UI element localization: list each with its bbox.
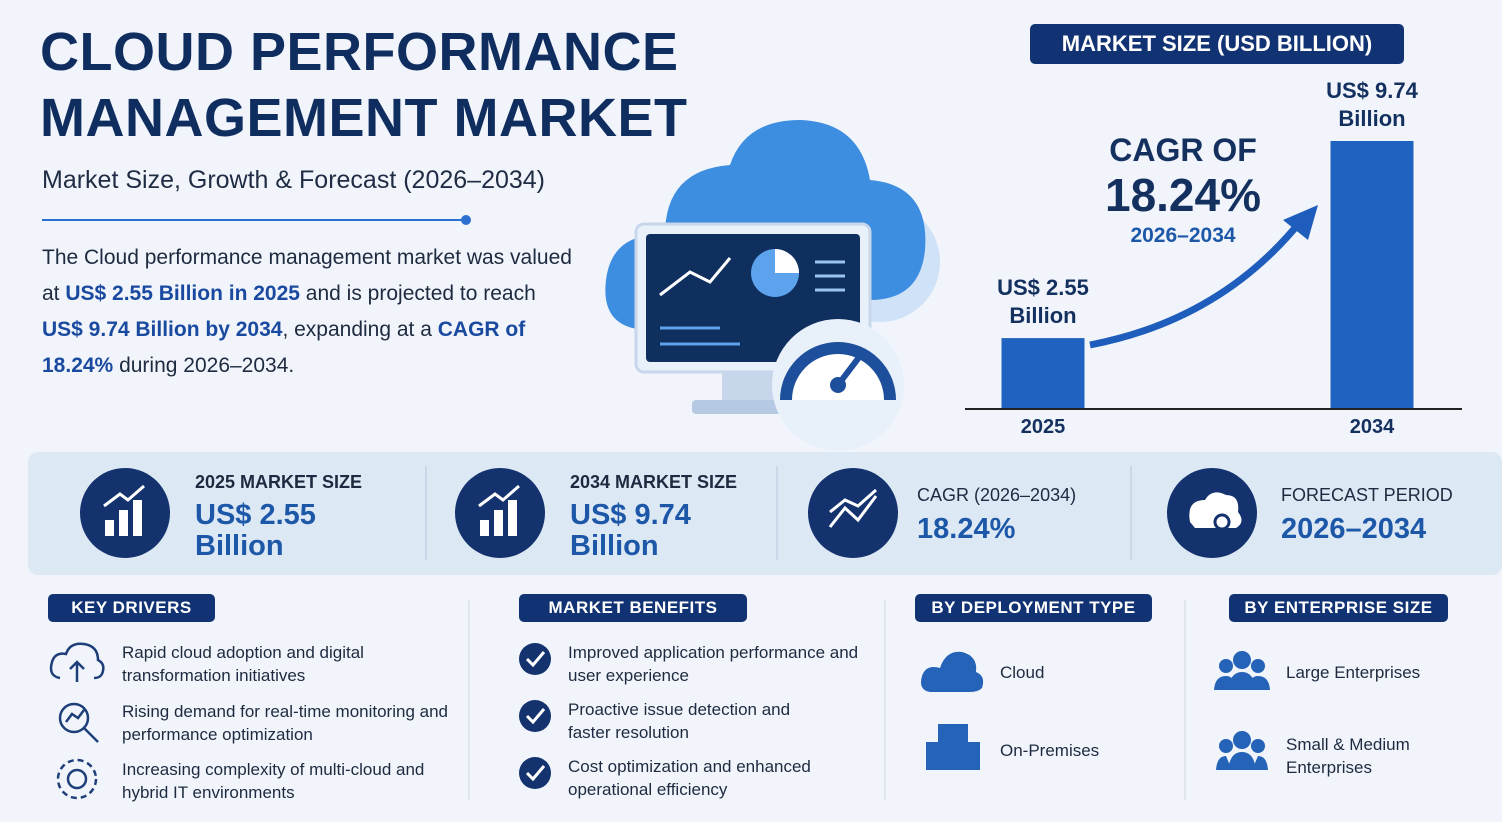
cagr-value: 18.24% xyxy=(1104,169,1261,221)
rule-dot xyxy=(461,215,471,225)
cagr-heading: CAGR OF xyxy=(1109,132,1257,168)
title-line: MANAGEMENT MARKET xyxy=(40,88,688,148)
deployment: Cloud xyxy=(1000,663,1045,682)
stat-value: 2026–2034 xyxy=(1281,513,1427,545)
stat-label: 2025 MARKET SIZE xyxy=(195,472,363,492)
stat-label: FORECAST PERIOD xyxy=(1281,485,1453,505)
chart-title: MARKET SIZE (USD BILLION) xyxy=(1030,24,1404,64)
benefit: Improved application performance and use… xyxy=(568,643,859,685)
benefit: Proactive issue detection and faster res… xyxy=(568,700,791,742)
stat-value: US$ 2.55 Billion xyxy=(195,499,316,562)
section-title: MARKET BENEFITS xyxy=(519,594,747,622)
stat-value: US$ 9.74 Billion xyxy=(570,499,691,562)
bar xyxy=(1330,141,1414,408)
summary-text: The Cloud performance management market … xyxy=(42,246,572,305)
category-label: 2025 xyxy=(1020,416,1066,438)
driver: Rapid cloud adoption and digital transfo… xyxy=(122,643,364,685)
growth-arrow xyxy=(1089,219,1303,349)
check-icons xyxy=(519,643,551,789)
arrow-head xyxy=(1283,205,1318,240)
stat-label: CAGR (2026–2034) xyxy=(917,485,1077,505)
cagr-period: 2026–2034 xyxy=(1130,224,1236,247)
deployment: On-Premises xyxy=(1000,741,1100,760)
stat-label: 2034 MARKET SIZE xyxy=(570,472,738,492)
summary-highlight: US$ 2.55 Billion in 2025 xyxy=(65,282,300,305)
summary-text: , expanding at a xyxy=(282,318,438,341)
enterprise: Large Enterprises xyxy=(1286,663,1421,682)
bar xyxy=(1001,338,1085,408)
summary-text: during 2026–2034. xyxy=(113,354,295,377)
enterprise: Small & Medium Enterprises xyxy=(1286,735,1410,777)
stat-lines xyxy=(103,484,1231,531)
list-icons xyxy=(49,642,105,800)
stats-band xyxy=(28,452,1502,575)
bars xyxy=(1001,141,1414,408)
subtitle: Market Size, Growth & Forecast (2026–203… xyxy=(42,166,546,194)
benefit: Cost optimization and enhanced operation… xyxy=(568,757,811,799)
driver: Increasing complexity of multi-cloud and… xyxy=(122,760,425,802)
value-label: US$ 2.55 Billion xyxy=(997,275,1089,329)
stat-value: 18.24% xyxy=(917,513,1016,545)
category-label: 2034 xyxy=(1349,416,1395,438)
summary: The Cloud performance management market … xyxy=(42,240,582,384)
value-label: US$ 9.74 Billion xyxy=(1326,78,1418,131)
summary-text: and is projected to reach xyxy=(299,282,536,305)
illustration xyxy=(605,120,940,451)
section-title: BY ENTERPRISE SIZE xyxy=(1229,594,1448,622)
people-icons xyxy=(1214,651,1270,770)
summary-highlight: US$ 9.74 Billion by 2034 xyxy=(42,318,283,341)
section-title: KEY DRIVERS xyxy=(48,594,215,622)
summary-highlight: CAGR of 18.24% xyxy=(42,318,526,377)
title-line: CLOUD PERFORMANCE xyxy=(40,22,679,82)
section-title: BY DEPLOYMENT TYPE xyxy=(915,594,1152,622)
driver: Rising demand for real-time monitoring a… xyxy=(122,702,448,744)
deploy-icons xyxy=(921,651,984,770)
